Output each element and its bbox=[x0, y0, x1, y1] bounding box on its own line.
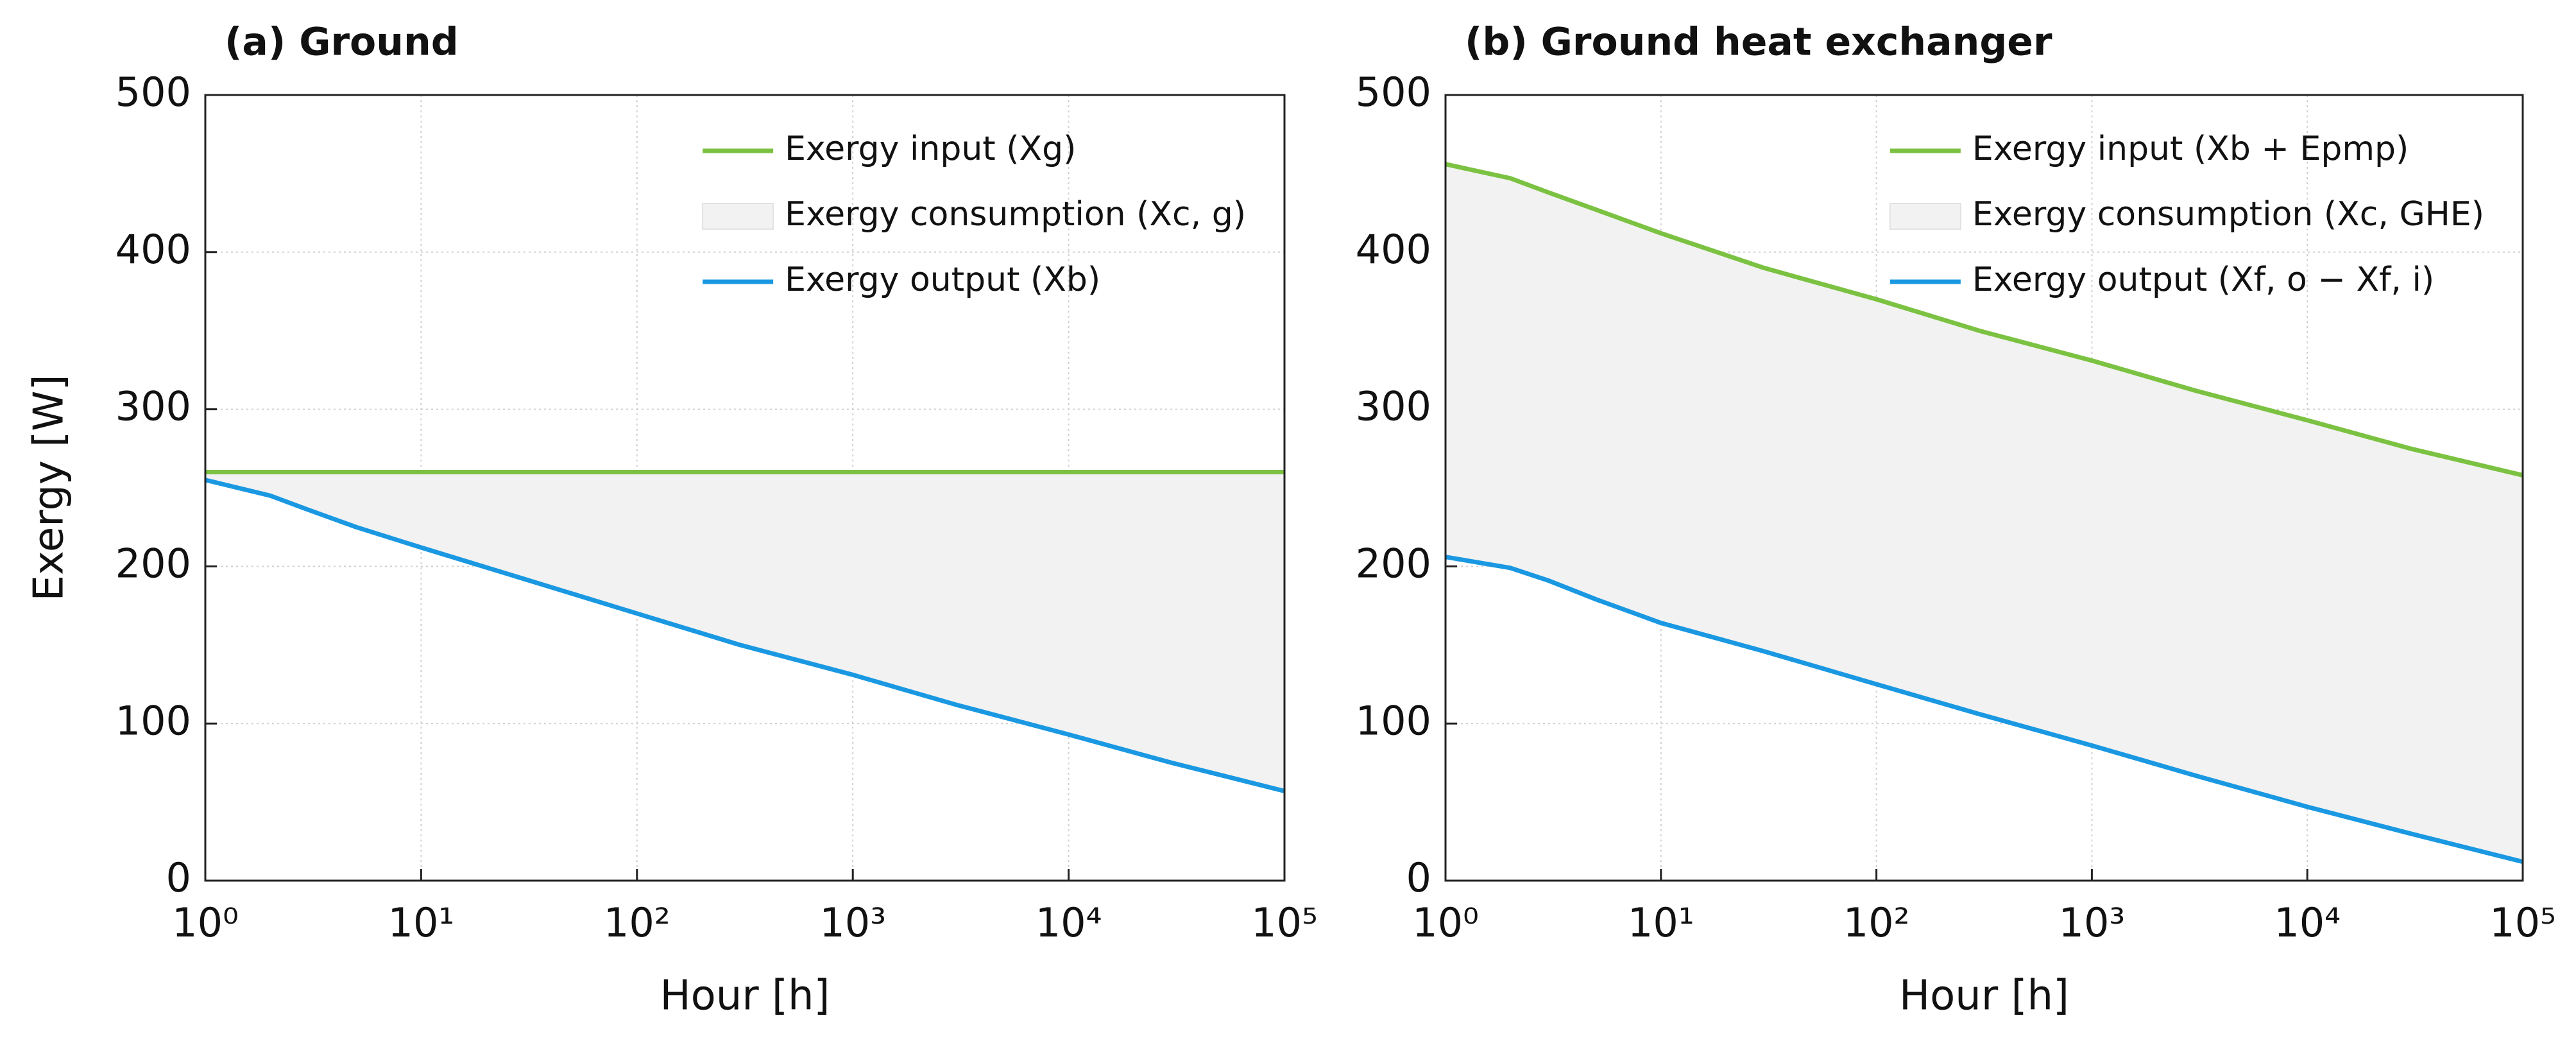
x-tick-label: 10⁴ bbox=[2274, 899, 2341, 946]
y-tick-label: 100 bbox=[1356, 697, 1431, 744]
legend-label: Exergy input (Xg) bbox=[785, 130, 1076, 168]
x-axis-label: Hour [h] bbox=[1899, 972, 2069, 1020]
y-tick-label: 400 bbox=[1356, 226, 1431, 273]
legend: Exergy input (Xg) Exergy consumption (Xc,… bbox=[702, 130, 1246, 299]
x-tick-label: 10¹ bbox=[388, 899, 455, 946]
legend-label: Exergy output (Xb) bbox=[785, 261, 1100, 299]
y-tick-label: 300 bbox=[115, 383, 191, 430]
y-axis-label: Exergy [W] bbox=[26, 375, 73, 601]
x-tick-label: 10⁴ bbox=[1036, 899, 1102, 946]
legend-label: Exergy output (Xf, o − Xf, i) bbox=[1972, 261, 2434, 299]
legend-label: Exergy consumption (Xc, GHE) bbox=[1972, 195, 2484, 234]
y-tick-label: 0 bbox=[1406, 854, 1431, 901]
x-tick-label: 10¹ bbox=[1628, 899, 1694, 946]
legend-label: Exergy consumption (Xc, g) bbox=[785, 195, 1246, 234]
legend-symbol bbox=[702, 203, 774, 230]
y-tick-label: 100 bbox=[115, 697, 191, 744]
plot-frame bbox=[1444, 94, 2524, 882]
x-tick-label: 10² bbox=[604, 899, 670, 946]
chart-title: (a) Ground bbox=[225, 20, 459, 65]
x-tick-label: 10³ bbox=[819, 899, 886, 946]
legend-label: Exergy input (Xb + Epmp) bbox=[1972, 130, 2409, 168]
x-axis-label: Hour [h] bbox=[660, 972, 830, 1020]
x-tick-label: 10³ bbox=[2059, 899, 2126, 946]
y-tick-label: 500 bbox=[1356, 69, 1431, 116]
legend-symbol bbox=[1889, 203, 1961, 230]
y-tick-label: 300 bbox=[1356, 383, 1431, 430]
plot-frame bbox=[204, 94, 1286, 882]
y-tick-label: 200 bbox=[1356, 540, 1431, 587]
y-tick-label: 200 bbox=[115, 540, 191, 587]
data-line bbox=[1445, 555, 2523, 865]
x-tick-label: 10⁰ bbox=[1412, 899, 1479, 946]
data-line bbox=[1445, 162, 2523, 478]
x-tick-label: 10⁵ bbox=[2489, 899, 2556, 946]
y-tick-label: 500 bbox=[115, 69, 191, 116]
x-tick-label: 10² bbox=[1843, 899, 1910, 946]
chart-title: (b) Ground heat exchanger bbox=[1465, 20, 2052, 65]
consumption-area bbox=[205, 472, 1284, 791]
data-line bbox=[205, 478, 1285, 793]
legend: Exergy input (Xb + Epmp) Exergy consumpti… bbox=[1889, 130, 2484, 299]
y-tick-label: 0 bbox=[166, 854, 191, 901]
y-tick-label: 400 bbox=[115, 226, 191, 273]
consumption-area bbox=[1446, 164, 2523, 862]
x-tick-label: 10⁰ bbox=[172, 899, 239, 946]
x-tick-label: 10⁵ bbox=[1251, 899, 1318, 946]
